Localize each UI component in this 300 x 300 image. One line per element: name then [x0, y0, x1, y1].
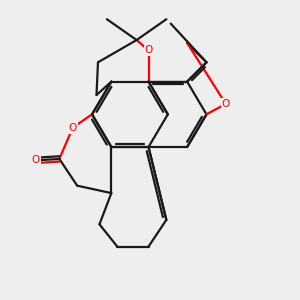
Text: O: O — [69, 123, 77, 133]
Text: O: O — [222, 99, 230, 109]
Text: O: O — [144, 45, 153, 56]
Text: O: O — [32, 155, 40, 165]
